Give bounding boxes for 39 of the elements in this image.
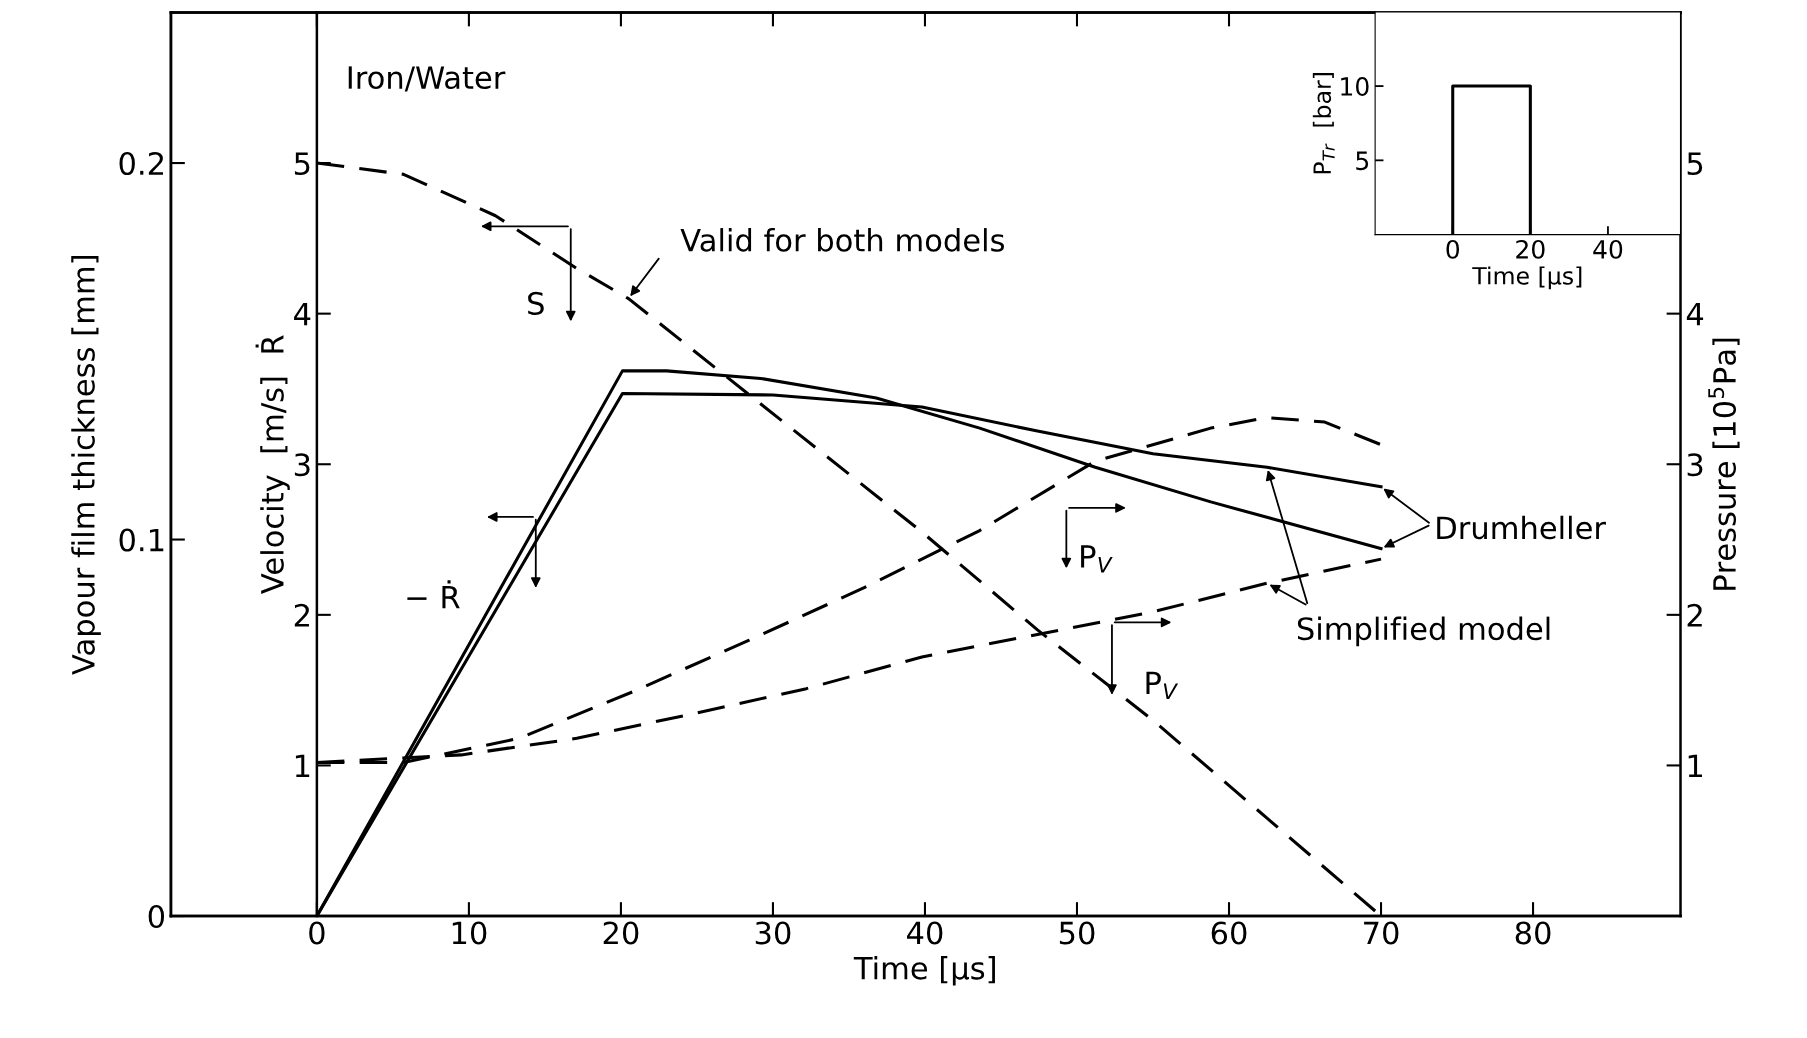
- annotation: − Ṙ: [407, 580, 460, 609]
- x-axis-title: Time [µs]: [1472, 266, 1582, 290]
- x-tick-label: 70: [1364, 921, 1399, 945]
- y2-tick-label: 1: [1688, 754, 1702, 778]
- x-tick-label: 40: [1593, 239, 1623, 259]
- y-tick-label: 4: [294, 302, 311, 326]
- y-tick-label: 3: [294, 453, 310, 477]
- y2-axis-title: Pressure [10$^{5}$Pa]: [1708, 338, 1740, 590]
- annotation: Valid for both models: [680, 228, 1004, 252]
- y-tick-label: 2: [294, 603, 309, 627]
- x-tick-label: 30: [755, 921, 791, 945]
- y3-tick-label: 0: [148, 904, 165, 929]
- x-tick-label: 20: [603, 921, 639, 945]
- x-tick-label: 60: [1211, 921, 1247, 945]
- y2-tick-label: 4: [1686, 302, 1704, 326]
- x-tick-label: 0: [1446, 239, 1460, 259]
- annotation: Simplified model: [1297, 616, 1550, 647]
- x-tick-label: 40: [907, 921, 943, 945]
- annotation: P$_{V}$: [1081, 545, 1113, 573]
- x-tick-label: 0: [309, 921, 325, 945]
- y2-tick-label: 2: [1687, 603, 1702, 627]
- x-axis-title: Time [µs]: [853, 956, 995, 986]
- y3-tick-label: 0.1: [119, 528, 164, 552]
- y2-tick-label: 5: [1687, 152, 1703, 176]
- x-tick-label: 80: [1515, 921, 1551, 945]
- y-tick-label: 1: [295, 754, 310, 778]
- x-tick-label: 20: [1516, 239, 1545, 259]
- x-tick-label: 50: [1059, 921, 1095, 945]
- y3-axis-title: Vapour film thickness [mm]: [71, 256, 101, 675]
- y2-tick-label: 3: [1687, 453, 1703, 477]
- y-axis-title: Velocity [m/s] Ṙ: [255, 335, 290, 594]
- annotation: Iron/Water: [348, 66, 506, 92]
- annotation: S: [528, 291, 544, 315]
- y3-tick-label: 0.2: [119, 151, 164, 176]
- x-tick-label: 10: [452, 921, 487, 945]
- y-axis-title: P$_{Tr}$ [bar]: [1312, 73, 1335, 174]
- y-tick-label: 5: [294, 152, 310, 176]
- annotation: P$_{V}$: [1146, 671, 1179, 700]
- annotation: Drumheller: [1437, 515, 1606, 540]
